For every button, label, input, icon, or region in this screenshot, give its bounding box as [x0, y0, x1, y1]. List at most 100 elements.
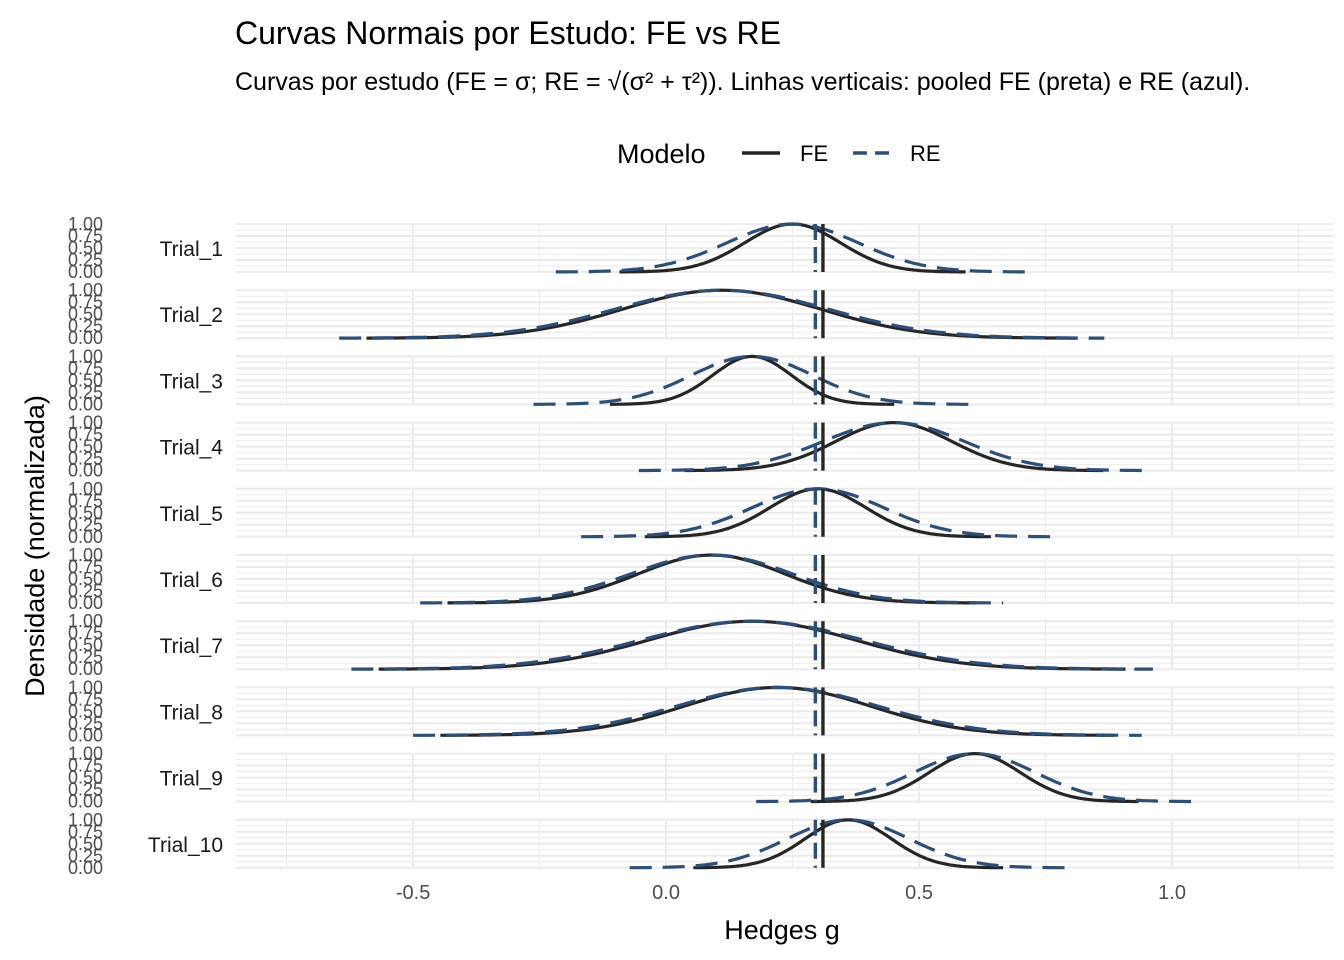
y-tick-label: 0.25: [68, 713, 103, 733]
x-tick-label: 1.0: [1158, 882, 1186, 904]
y-tick-label: 0.00: [68, 659, 103, 679]
facet-label: Trial_2: [160, 304, 223, 327]
y-tick-label: 0.75: [68, 756, 103, 776]
facet-label: Trial_4: [160, 437, 224, 460]
y-tick-label: 1.00: [68, 810, 103, 830]
y-tick-label: 0.00: [68, 527, 103, 547]
y-tick-label: 1.00: [68, 677, 103, 697]
y-tick-label: 0.75: [68, 358, 103, 378]
legend-label-fe: FE: [800, 141, 828, 166]
y-tick-label: 1.00: [68, 545, 103, 565]
facet-label: Trial_7: [160, 635, 223, 658]
y-tick-label: 0.50: [68, 304, 103, 324]
x-tick-label: -0.5: [396, 882, 430, 904]
y-tick-label: 0.75: [68, 292, 103, 312]
re-curve: [638, 421, 1149, 473]
facet-panel: 0.000.250.500.751.00 Trial_3: [68, 346, 1334, 414]
y-axis-title: Densidade (normalizada): [20, 395, 50, 697]
re-curve: [555, 222, 1030, 274]
x-axis: -0.5 0.0 0.5 1.0: [396, 882, 1186, 904]
y-tick-label: 0.00: [68, 461, 103, 481]
y-tick-label: 0.75: [68, 425, 103, 445]
facet-panel: 0.000.250.500.751.00 Trial_8: [68, 677, 1334, 745]
fe-curve: [693, 818, 1004, 870]
y-tick-label: 0.50: [68, 370, 103, 390]
facet-label: Trial_6: [160, 569, 223, 592]
y-tick-label: 1.00: [68, 479, 103, 499]
y-tick-label: 0.50: [68, 503, 103, 523]
re-curve: [533, 354, 971, 406]
y-tick-label: 1.00: [68, 413, 103, 433]
y-tick-label: 0.50: [68, 834, 103, 854]
re-curve: [351, 619, 1153, 671]
facet-panel: 0.000.250.500.751.00 Trial_6: [68, 545, 1334, 613]
y-tick-label: 0.25: [68, 449, 103, 469]
facet-panel: 0.000.250.500.751.00 Trial_5: [68, 479, 1334, 547]
y-tick-label: 0.00: [68, 725, 103, 745]
y-tick-label: 0.75: [68, 557, 103, 577]
y-tick-label: 0.25: [68, 846, 103, 866]
re-curve: [581, 487, 1055, 539]
y-tick-label: 0.25: [68, 647, 103, 667]
y-tick-label: 0.25: [68, 581, 103, 601]
y-tick-label: 1.00: [68, 744, 103, 764]
legend: Modelo FE RE: [617, 139, 941, 169]
re-curve: [629, 818, 1067, 870]
y-tick-label: 1.00: [68, 611, 103, 631]
y-tick-label: 0.75: [68, 226, 103, 246]
y-tick-label: 0.25: [68, 780, 103, 800]
x-tick-label: 0.0: [652, 882, 680, 904]
y-tick-label: 0.25: [68, 316, 103, 336]
y-tick-label: 1.00: [68, 280, 103, 300]
re-curve: [756, 751, 1194, 804]
legend-label-re: RE: [910, 141, 941, 166]
y-tick-label: 0.25: [68, 382, 103, 402]
chart-title: Curvas Normais por Estudo: FE vs RE: [235, 15, 781, 51]
fe-curve: [610, 354, 895, 406]
y-tick-label: 0.00: [68, 593, 103, 613]
y-tick-label: 1.00: [68, 346, 103, 366]
facet-panel: 0.000.250.500.751.00 Trial_1: [68, 214, 1334, 282]
y-tick-label: 0.00: [68, 858, 103, 878]
y-tick-label: 0.75: [68, 822, 103, 842]
pooled-lines: [813, 224, 825, 868]
y-tick-label: 0.00: [68, 262, 103, 282]
x-tick-label: 0.5: [905, 882, 933, 904]
y-tick-label: 0.75: [68, 689, 103, 709]
facet-panel: 0.000.250.500.751.00 Trial_2: [68, 280, 1334, 348]
y-tick-label: 0.50: [68, 437, 103, 457]
facet-panel: 0.000.250.500.751.00 Trial_10: [68, 810, 1334, 878]
facet-panel: 0.000.250.500.751.00 Trial_7: [68, 611, 1334, 679]
y-tick-label: 0.25: [68, 250, 103, 270]
facet-label: Trial_1: [160, 238, 223, 261]
y-tick-label: 0.50: [68, 768, 103, 788]
y-tick-label: 0.50: [68, 635, 103, 655]
y-tick-label: 0.00: [68, 394, 103, 414]
y-tick-label: 0.25: [68, 515, 103, 535]
facet-label: Trial_5: [160, 503, 223, 526]
facet-label: Trial_10: [148, 834, 223, 857]
fe-curve: [810, 751, 1139, 804]
fe-curve: [684, 421, 1104, 473]
y-tick-label: 0.75: [68, 491, 103, 511]
facet-label: Trial_9: [160, 768, 223, 791]
legend-title: Modelo: [617, 139, 706, 169]
facet-panels: 0.000.250.500.751.00Trial_10.000.250.500…: [68, 214, 1334, 878]
facet-panel: 0.000.250.500.751.00 Trial_9: [68, 744, 1334, 812]
y-tick-label: 0.75: [68, 623, 103, 643]
y-tick-label: 0.50: [68, 238, 103, 258]
y-tick-label: 0.50: [68, 701, 103, 721]
y-tick-label: 1.00: [68, 214, 103, 234]
facet-label: Trial_3: [160, 370, 223, 393]
re-curve: [413, 685, 1142, 737]
facet-label: Trial_8: [160, 701, 223, 724]
y-tick-label: 0.00: [68, 792, 103, 812]
re-curve: [420, 553, 1004, 605]
y-tick-label: 0.00: [68, 328, 103, 348]
y-tick-label: 0.50: [68, 569, 103, 589]
chart-subtitle: Curvas por estudo (FE = σ; RE = √(σ² + τ…: [235, 68, 1250, 96]
facet-panel: 0.000.250.500.751.00 Trial_4: [68, 413, 1334, 481]
x-axis-title: Hedges g: [724, 915, 840, 945]
re-curve: [339, 288, 1105, 340]
